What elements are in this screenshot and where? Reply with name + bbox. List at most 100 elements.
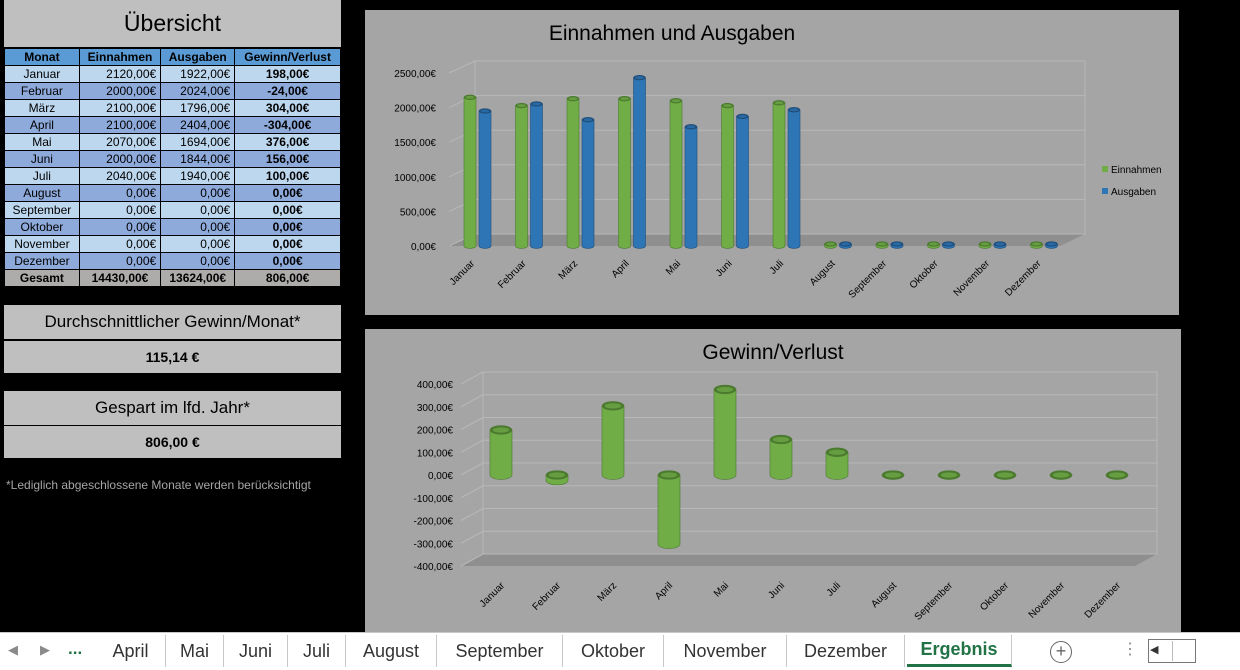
chart1-bar-ausgaben[interactable] [633, 74, 646, 249]
saved-label[interactable]: Gespart im lfd. Jahr* [4, 391, 341, 425]
expense-cell[interactable]: 1922,00€ [160, 65, 236, 83]
chart1-bar-einnahmen[interactable] [669, 98, 683, 249]
sheet-tab-mai[interactable]: Mai [166, 635, 224, 667]
profit-cell[interactable]: 376,00€ [234, 133, 341, 151]
chart1-bar-ausgaben[interactable] [942, 241, 955, 249]
header-month[interactable]: Monat [4, 48, 80, 66]
chart1-bar-einnahmen[interactable] [566, 96, 580, 249]
month-cell[interactable]: April [4, 116, 80, 134]
income-cell[interactable]: 2120,00€ [78, 65, 162, 83]
income-cell[interactable]: 2040,00€ [78, 167, 162, 185]
profit-loss-chart[interactable]: Gewinn/Verlust -400,00€ -300,00€ -200,00€ -1… [365, 329, 1181, 632]
chart2-bar-gewinn[interactable] [881, 470, 905, 480]
profit-cell[interactable]: 0,00€ [234, 252, 341, 270]
chart1-bar-ausgaben[interactable] [684, 124, 698, 249]
profit-cell[interactable]: 100,00€ [234, 167, 341, 185]
chart2-bar-gewinn[interactable] [1049, 470, 1073, 480]
profit-cell[interactable]: 156,00€ [234, 150, 341, 168]
total-expense[interactable]: 13624,00€ [160, 269, 236, 287]
income-cell[interactable]: 2070,00€ [78, 133, 162, 151]
chart1-bar-einnahmen[interactable] [978, 241, 992, 249]
expense-cell[interactable]: 2404,00€ [160, 116, 236, 134]
month-cell[interactable]: Februar [4, 82, 80, 100]
expense-cell[interactable]: 1844,00€ [160, 150, 236, 168]
chart1-bar-ausgaben[interactable] [787, 107, 801, 249]
chart1-bar-einnahmen[interactable] [824, 241, 837, 249]
avg-profit-label[interactable]: Durchschnittlicher Gewinn/Monat* [4, 305, 341, 339]
profit-cell[interactable]: 0,00€ [234, 235, 341, 253]
income-cell[interactable]: 2000,00€ [78, 82, 162, 100]
profit-cell[interactable]: 304,00€ [234, 99, 341, 117]
month-cell[interactable]: Juni [4, 150, 80, 168]
chart1-bar-einnahmen[interactable] [772, 100, 786, 249]
profit-cell[interactable]: 198,00€ [234, 65, 341, 83]
chart1-bar-einnahmen[interactable] [875, 241, 889, 249]
chart1-bar-ausgaben[interactable] [890, 241, 904, 249]
profit-cell[interactable]: 0,00€ [234, 218, 341, 236]
profit-cell[interactable]: 0,00€ [234, 184, 341, 202]
tab-split-handle-icon[interactable]: ⋮ [1122, 641, 1138, 658]
add-sheet-button[interactable]: + [1050, 641, 1072, 663]
chart2-bar-gewinn[interactable] [825, 447, 849, 480]
chart1-bar-ausgaben[interactable] [839, 241, 852, 249]
chart2-bar-gewinn[interactable] [489, 425, 513, 480]
expense-cell[interactable]: 0,00€ [160, 201, 236, 219]
chart1-bar-ausgaben[interactable] [1045, 241, 1058, 249]
expense-cell[interactable]: 1940,00€ [160, 167, 236, 185]
total-income[interactable]: 14430,00€ [78, 269, 162, 287]
tab-scroll-left-icon[interactable]: ◀ [8, 642, 18, 657]
month-cell[interactable]: Juli [4, 167, 80, 185]
income-cell[interactable]: 2100,00€ [78, 116, 162, 134]
profit-cell[interactable]: 0,00€ [234, 201, 341, 219]
header-income[interactable]: Einnahmen [78, 48, 162, 66]
profit-cell[interactable]: -24,00€ [234, 82, 341, 100]
income-cell[interactable]: 2100,00€ [78, 99, 162, 117]
chart2-bar-gewinn[interactable] [657, 470, 681, 549]
expense-cell[interactable]: 2024,00€ [160, 82, 236, 100]
month-cell[interactable]: Mai [4, 133, 80, 151]
income-cell[interactable]: 0,00€ [78, 201, 162, 219]
sheet-tab-ergebnis[interactable]: Ergebnis [907, 635, 1012, 667]
avg-profit-value[interactable]: 115,14 € [4, 340, 341, 373]
chart2-bar-gewinn[interactable] [993, 470, 1017, 480]
month-cell[interactable]: November [4, 235, 80, 253]
expense-cell[interactable]: 1694,00€ [160, 133, 236, 151]
header-profit[interactable]: Gewinn/Verlust [234, 48, 341, 66]
expense-cell[interactable]: 0,00€ [160, 218, 236, 236]
chart1-bar-ausgaben[interactable] [736, 113, 749, 249]
chart2-bar-gewinn[interactable] [713, 384, 737, 480]
sheet-tab-april[interactable]: April [96, 635, 166, 667]
income-cell[interactable]: 0,00€ [78, 184, 162, 202]
chart2-bar-gewinn[interactable] [769, 434, 793, 480]
chart1-bar-ausgaben[interactable] [581, 117, 595, 249]
sheet-tab-juni[interactable]: Juni [224, 635, 288, 667]
chart1-legend[interactable]: Einnahmen Ausgaben [1102, 165, 1162, 198]
expense-cell[interactable]: 0,00€ [160, 184, 236, 202]
income-expense-chart[interactable]: Einnahmen und Ausgaben 0,00€ 500,00€ 1000,0… [365, 10, 1179, 315]
expense-cell[interactable]: 1796,00€ [160, 99, 236, 117]
chart1-bar-ausgaben[interactable] [478, 108, 492, 249]
chart1-bar-einnahmen[interactable] [1030, 241, 1043, 249]
month-cell[interactable]: Dezember [4, 252, 80, 270]
sheet-tab-september[interactable]: September [437, 635, 563, 667]
month-cell[interactable]: August [4, 184, 80, 202]
chart1-bar-ausgaben[interactable] [993, 241, 1007, 249]
chart2-bar-gewinn[interactable] [937, 470, 961, 480]
total-label[interactable]: Gesamt [4, 269, 80, 287]
month-cell[interactable]: Oktober [4, 218, 80, 236]
chart1-bar-einnahmen[interactable] [721, 102, 734, 249]
saved-value[interactable]: 806,00 € [4, 425, 341, 458]
chart1-bar-einnahmen[interactable] [515, 102, 528, 249]
expense-cell[interactable]: 0,00€ [160, 252, 236, 270]
month-cell[interactable]: März [4, 99, 80, 117]
sheet-tab-august[interactable]: August [346, 635, 437, 667]
header-expense[interactable]: Ausgaben [160, 48, 236, 66]
chart1-bar-einnahmen[interactable] [618, 96, 631, 249]
chart1-bar-einnahmen[interactable] [927, 241, 940, 249]
income-cell[interactable]: 0,00€ [78, 235, 162, 253]
income-cell[interactable]: 2000,00€ [78, 150, 162, 168]
sheet-tab-juli[interactable]: Juli [288, 635, 346, 667]
month-cell[interactable]: Januar [4, 65, 80, 83]
chart2-bar-gewinn[interactable] [601, 401, 625, 480]
total-profit[interactable]: 806,00€ [234, 269, 341, 287]
